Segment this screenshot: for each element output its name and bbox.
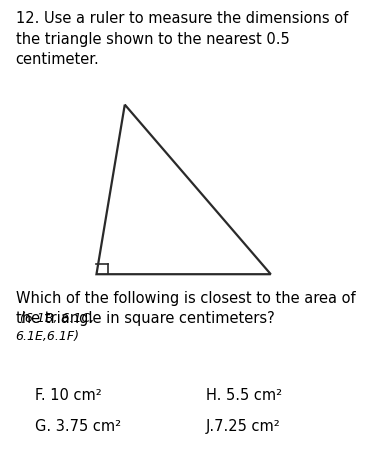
Text: J.7.25 cm²: J.7.25 cm² (206, 419, 281, 434)
Text: F. 10 cm²: F. 10 cm² (35, 388, 102, 403)
Text: Which of the following is closest to the area of
the triangle in square centimet: Which of the following is closest to the… (16, 291, 355, 326)
Text: (6.1B, 6.1C,
6.1E,6.1F): (6.1B, 6.1C, 6.1E,6.1F) (16, 312, 94, 343)
Text: H. 5.5 cm²: H. 5.5 cm² (206, 388, 282, 403)
Text: G. 3.75 cm²: G. 3.75 cm² (35, 419, 121, 434)
Text: 12. Use a ruler to measure the dimensions of
the triangle shown to the nearest 0: 12. Use a ruler to measure the dimension… (16, 11, 348, 67)
